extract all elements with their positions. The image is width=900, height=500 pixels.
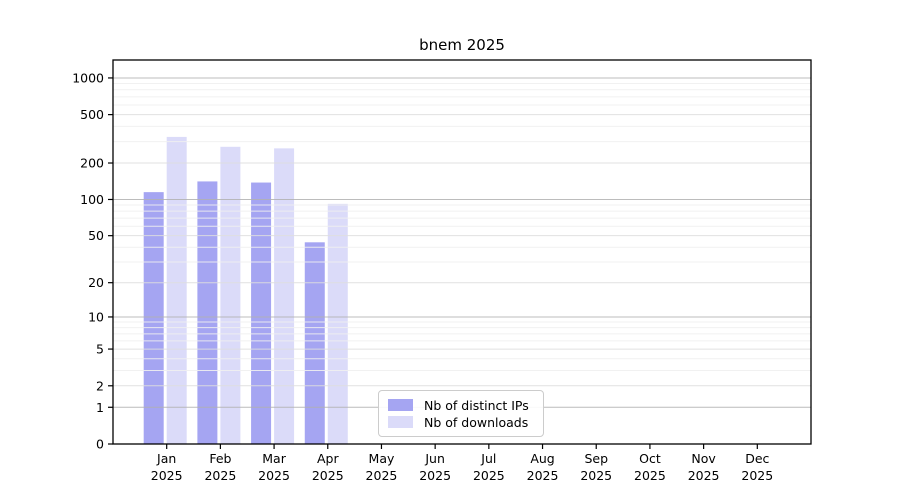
bar-downloads-month-3	[274, 148, 295, 444]
x-tick-year-jul: 2025	[473, 468, 505, 483]
y-tick-label-10: 10	[88, 309, 104, 324]
y-tick-label-1000: 1000	[72, 70, 104, 85]
x-tick-year-jun: 2025	[419, 468, 451, 483]
x-tick-month-nov: Nov	[691, 451, 716, 466]
legend-label-downloads: Nb of downloads	[424, 414, 529, 430]
y-tick-label-20: 20	[88, 275, 104, 290]
y-tick-label-200: 200	[80, 156, 104, 171]
legend: Nb of distinct IPs Nb of downloads	[378, 390, 544, 437]
x-tick-year-mar: 2025	[258, 468, 290, 483]
legend-swatch-distinct-ips	[388, 399, 413, 411]
x-tick-month-oct: Oct	[639, 451, 661, 466]
legend-swatch-downloads	[388, 416, 413, 428]
y-tick-label-100: 100	[80, 192, 104, 207]
x-tick-month-feb: Feb	[209, 451, 231, 466]
bar-downloads-month-2	[220, 146, 241, 445]
bar-ips-month-1	[143, 192, 164, 444]
x-tick-month-mar: Mar	[262, 451, 286, 466]
x-tick-month-dec: Dec	[745, 451, 769, 466]
y-tick-label-2: 2	[96, 378, 104, 393]
x-tick-month-jun: Jun	[424, 451, 445, 466]
x-tick-month-sep: Sep	[584, 451, 608, 466]
x-tick-month-may: May	[369, 451, 395, 466]
legend-item-distinct-ips: Nb of distinct IPs	[388, 397, 533, 413]
x-tick-year-oct: 2025	[634, 468, 666, 483]
chart-title: bnem 2025	[419, 36, 505, 54]
x-tick-year-may: 2025	[366, 468, 398, 483]
bar-ips-month-2	[197, 181, 218, 444]
y-tick-label-500: 500	[80, 107, 104, 122]
x-tick-year-aug: 2025	[527, 468, 559, 483]
bar-ips-month-3	[251, 182, 272, 445]
bar-downloads-month-1	[166, 136, 187, 444]
x-tick-year-apr: 2025	[312, 468, 344, 483]
bar-ips-month-4	[304, 242, 325, 444]
y-tick-label-50: 50	[88, 228, 104, 243]
y-tick-label-5: 5	[96, 342, 104, 357]
x-tick-year-sep: 2025	[580, 468, 612, 483]
y-tick-label-0: 0	[96, 437, 104, 452]
bar-downloads-month-4	[327, 203, 348, 444]
y-tick-label-1: 1	[96, 400, 104, 415]
x-tick-month-jan: Jan	[156, 451, 176, 466]
x-tick-year-jan: 2025	[151, 468, 183, 483]
plot-border	[112, 59, 812, 445]
legend-item-downloads: Nb of downloads	[388, 414, 533, 430]
legend-label-distinct-ips: Nb of distinct IPs	[424, 397, 529, 413]
x-tick-month-aug: Aug	[530, 451, 554, 466]
x-tick-year-feb: 2025	[204, 468, 236, 483]
x-tick-year-dec: 2025	[741, 468, 773, 483]
x-tick-year-nov: 2025	[688, 468, 720, 483]
x-tick-month-apr: Apr	[317, 451, 339, 466]
x-tick-month-jul: Jul	[480, 451, 496, 466]
